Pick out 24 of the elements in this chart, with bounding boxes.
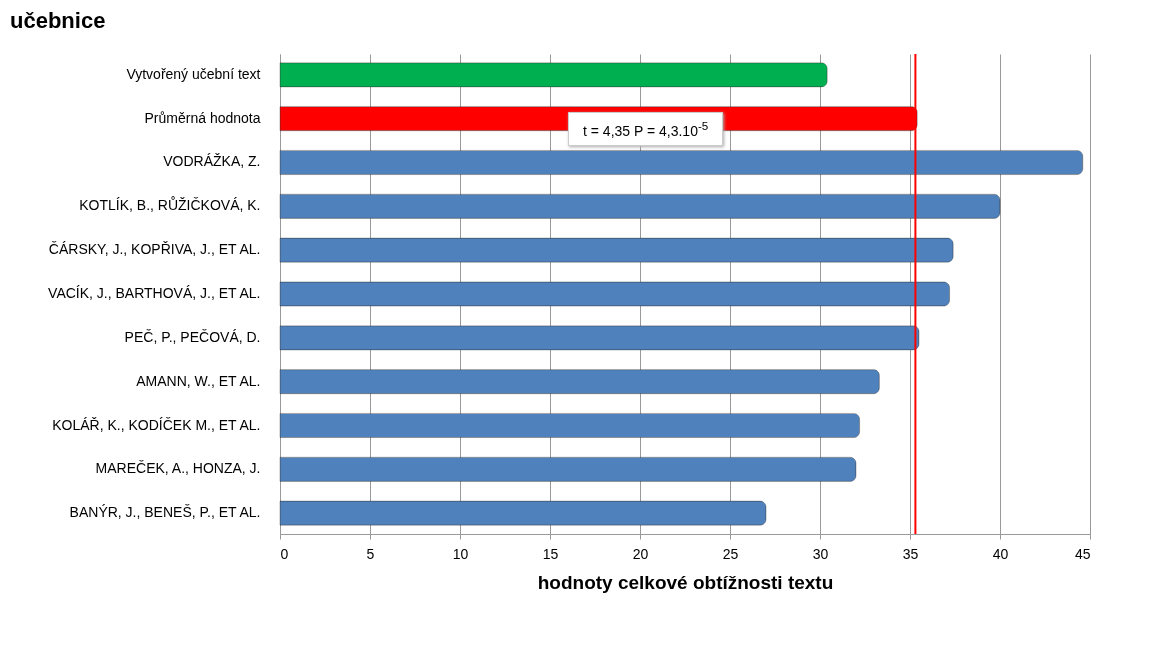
x-axis-title: hodnoty celkové obtížnosti textu [537, 571, 834, 593]
y-tick-label: KOTLÍK, B., RŮŽIČKOVÁ, K. [79, 196, 261, 214]
annotation: t = 4,35 P = 4,3.10$^{-5}$ [568, 112, 724, 146]
x-tick-label: 5 [366, 545, 375, 562]
x-tick-label: 35 [902, 545, 919, 562]
text: učebnice [10, 8, 106, 33]
y-tick-label: AMANN, W., ET AL. [136, 372, 261, 389]
x-tick-label: 0 [280, 545, 289, 562]
x-tick-label: 15 [542, 545, 559, 562]
x-tick-label: 40 [992, 545, 1009, 562]
x-tick-label: 10 [452, 545, 469, 562]
y-tick-label: Průměrná hodnota [144, 109, 261, 126]
y-tick-label: Vytvořený učební text [126, 65, 261, 82]
y-tick-label: ČÁRSKY, J., KOPŘIVA, J., ET AL. [48, 241, 261, 258]
y-tick-label: BANÝR, J., BENEŠ, P., ET AL. [69, 504, 261, 521]
x-tick-label: 30 [812, 545, 829, 562]
y-tick-label: KOLÁŘ, K., KODÍČEK M., ET AL. [52, 416, 261, 433]
y-tick-label: VODRÁŽKA, Z. [163, 153, 261, 170]
x-tick-label: 20 [632, 545, 649, 562]
x-tick-label: 25 [722, 545, 739, 562]
y-tick-label: VACÍK, J., BARTHOVÁ, J., ET AL. [48, 285, 261, 301]
y-tick-label: MAREČEK, A., HONZA, J. [95, 460, 261, 477]
x-tick-label: 45 [1074, 545, 1091, 562]
y-tick-label: PEČ, P., PEČOVÁ, D. [124, 328, 261, 345]
